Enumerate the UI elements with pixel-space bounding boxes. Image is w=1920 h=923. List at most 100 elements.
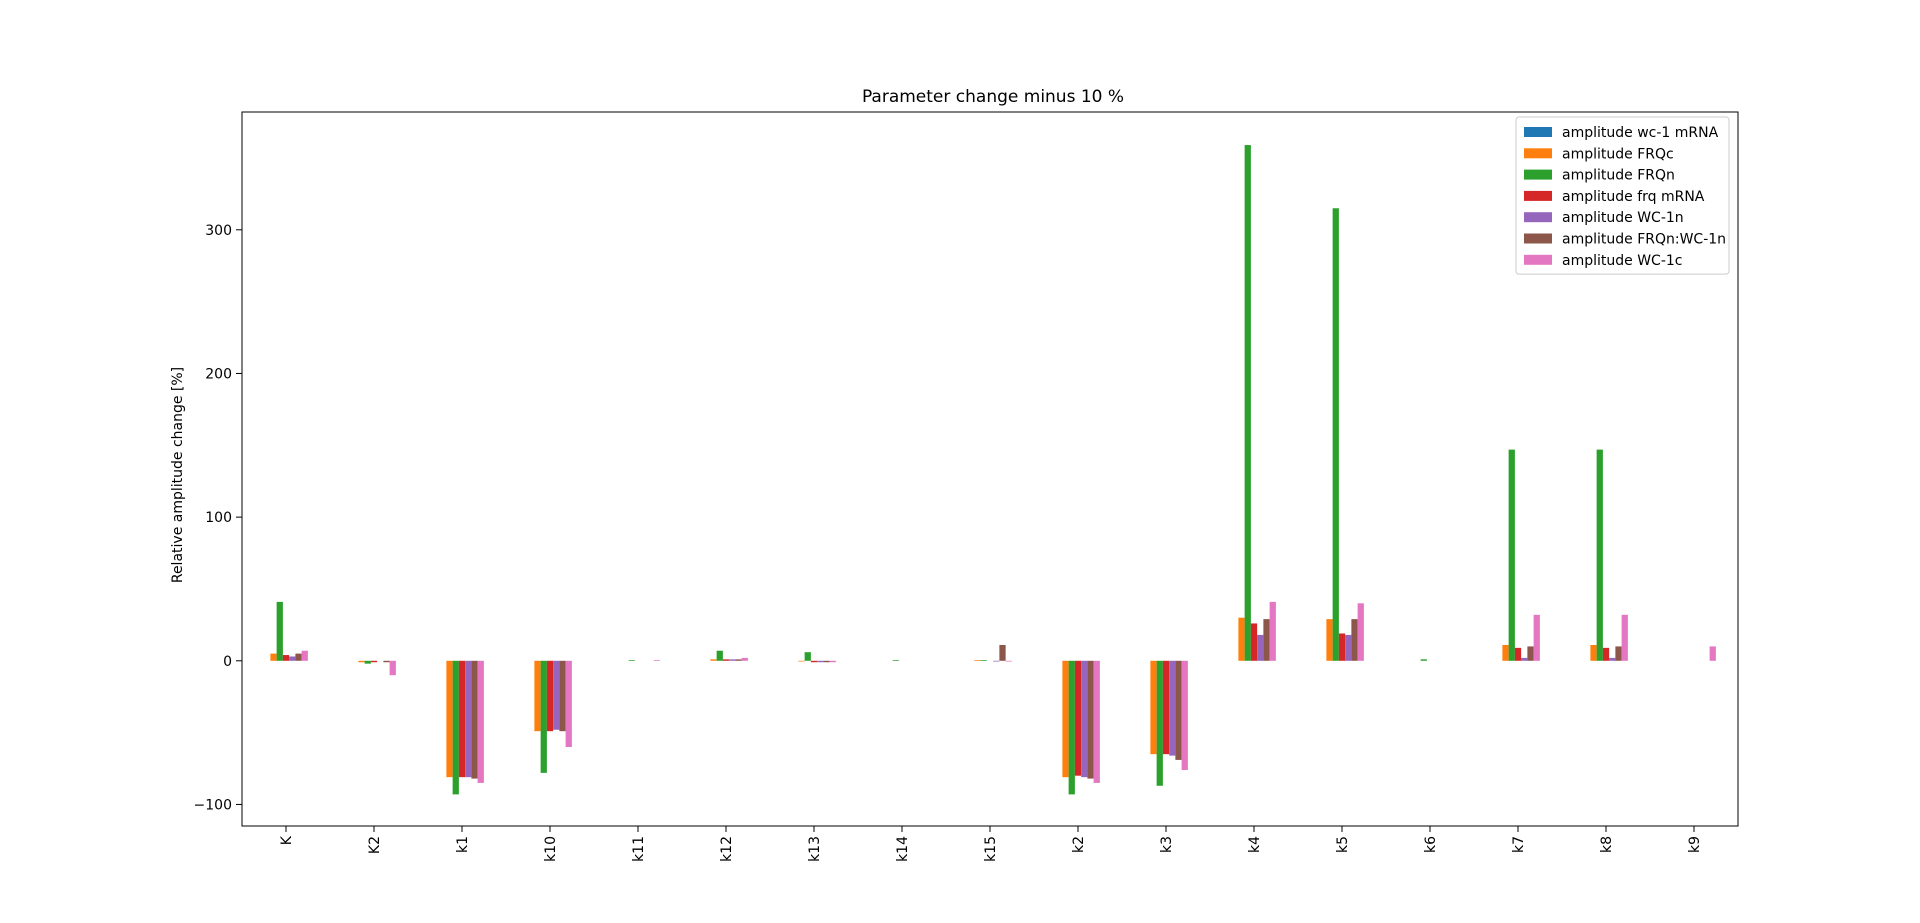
bar-4-8 — [993, 660, 1000, 662]
x-tick-label-1: K2 — [367, 836, 383, 854]
x-tick-label-12: k5 — [1335, 836, 1351, 853]
bar-2-15 — [1596, 449, 1603, 661]
bar-6-11 — [1269, 601, 1276, 661]
bar-4-15 — [1609, 657, 1616, 661]
bar-2-10 — [1156, 660, 1163, 786]
bar-6-10 — [1181, 660, 1188, 770]
bar-1-10 — [1150, 660, 1157, 755]
y-tick-label-3: 200 — [205, 366, 232, 382]
bar-5-5 — [735, 659, 742, 661]
legend-label-2: amplitude FRQn — [1562, 168, 1675, 184]
bar-6-2 — [477, 660, 484, 783]
bar-5-6 — [823, 660, 830, 663]
y-tick-label-2: 100 — [205, 510, 232, 526]
bar-1-0 — [270, 653, 277, 661]
bar-6-1 — [389, 660, 396, 676]
bar-5-8 — [999, 644, 1006, 661]
bar-1-9 — [1062, 660, 1069, 778]
bars-layer — [270, 145, 1716, 795]
legend-label-5: amplitude FRQn:WC-1n — [1562, 232, 1726, 248]
bar-2-6 — [804, 652, 811, 661]
x-tick-label-16: k9 — [1687, 836, 1703, 853]
bar-3-6 — [810, 660, 818, 663]
bar-1-8 — [974, 660, 981, 661]
bar-4-6 — [817, 660, 824, 663]
bar-2-1 — [364, 660, 371, 664]
bar-3-11 — [1250, 623, 1258, 661]
bar-1-6 — [798, 660, 805, 662]
legend-swatch-2 — [1524, 169, 1552, 180]
bar-1-14 — [1502, 644, 1509, 661]
bar-3-14 — [1514, 647, 1522, 661]
bar-6-6 — [829, 660, 836, 663]
bar-4-14 — [1521, 657, 1528, 661]
bar-3-0 — [282, 655, 290, 661]
x-tick-label-2: k1 — [455, 836, 471, 853]
legend-swatch-6 — [1524, 254, 1552, 265]
bar-5-9 — [1087, 660, 1094, 779]
x-tick-label-8: k15 — [983, 836, 999, 862]
bar-3-1 — [370, 660, 378, 663]
bar-4-11 — [1257, 634, 1264, 661]
bar-6-9 — [1093, 660, 1100, 783]
bar-6-15 — [1621, 614, 1628, 661]
bar-3-10 — [1162, 660, 1170, 755]
bar-4-10 — [1169, 660, 1176, 756]
bar-6-16 — [1709, 646, 1716, 661]
bar-2-8 — [980, 660, 987, 661]
legend-label-3: amplitude frq mRNA — [1562, 189, 1705, 205]
legend-swatch-5 — [1524, 233, 1552, 244]
bar-5-12 — [1351, 619, 1358, 661]
bar-6-3 — [565, 660, 572, 747]
x-tick-label-5: k12 — [719, 836, 735, 862]
bar-5-11 — [1263, 619, 1270, 661]
x-tick-label-10: k3 — [1159, 836, 1175, 853]
x-tick-label-4: k11 — [631, 836, 647, 862]
bar-5-10 — [1175, 660, 1182, 760]
y-tick-label-1: 0 — [223, 654, 232, 670]
bar-5-14 — [1527, 646, 1534, 661]
bar-2-5 — [716, 650, 723, 661]
legend-box — [1515, 116, 1730, 275]
bar-1-2 — [446, 660, 453, 778]
y-axis-label-group: Relative amplitude change [%] — [170, 367, 186, 583]
bar-2-11 — [1244, 145, 1251, 661]
bar-2-3 — [540, 660, 547, 773]
legend-swatch-0 — [1524, 127, 1552, 137]
bar-4-5 — [729, 659, 736, 661]
bar-5-15 — [1615, 646, 1622, 661]
bar-6-5 — [741, 657, 748, 661]
bar-2-12 — [1332, 208, 1339, 661]
bar-2-2 — [452, 660, 459, 795]
bar-3-3 — [546, 660, 554, 732]
bar-2-7 — [892, 660, 899, 661]
bar-3-2 — [458, 660, 466, 778]
legend-swatch-3 — [1524, 190, 1552, 201]
bar-1-12 — [1326, 619, 1333, 661]
x-tick-label-7: k14 — [895, 836, 911, 862]
bar-5-0 — [295, 653, 302, 661]
legend-label-0: amplitude wc-1 mRNA — [1562, 125, 1719, 141]
y-tick-label-4: 300 — [205, 223, 232, 239]
bar-5-3 — [559, 660, 566, 732]
bar-2-13 — [1420, 659, 1427, 661]
legend-swatch-1 — [1524, 148, 1552, 159]
legend-swatch-4 — [1524, 212, 1552, 223]
bar-1-11 — [1238, 617, 1245, 661]
y-tick-label-0: −100 — [194, 797, 232, 813]
legend-label-6: amplitude WC-1c — [1562, 253, 1682, 269]
bar-3-12 — [1338, 633, 1346, 661]
bar-4-12 — [1345, 634, 1352, 661]
legend: amplitude wc-1 mRNA amplitude FRQc amplitu… — [1515, 116, 1730, 275]
legend-label-4: amplitude WC-1n — [1562, 210, 1684, 226]
axes-layer: −100 0 100 200 300 K K2 k1 k10 k11 k12 k13 k14 k15 k2 k… — [194, 111, 1739, 862]
y-axis-label: Relative amplitude change [%] — [170, 367, 186, 583]
x-tick-label-11: k4 — [1247, 836, 1263, 853]
bar-6-8 — [1005, 660, 1012, 662]
bar-1-1 — [358, 660, 365, 663]
x-tick-label-6: k13 — [807, 836, 823, 862]
bar-4-2 — [465, 660, 472, 778]
bar-4-9 — [1081, 660, 1088, 778]
x-tick-label-3: k10 — [543, 836, 559, 862]
